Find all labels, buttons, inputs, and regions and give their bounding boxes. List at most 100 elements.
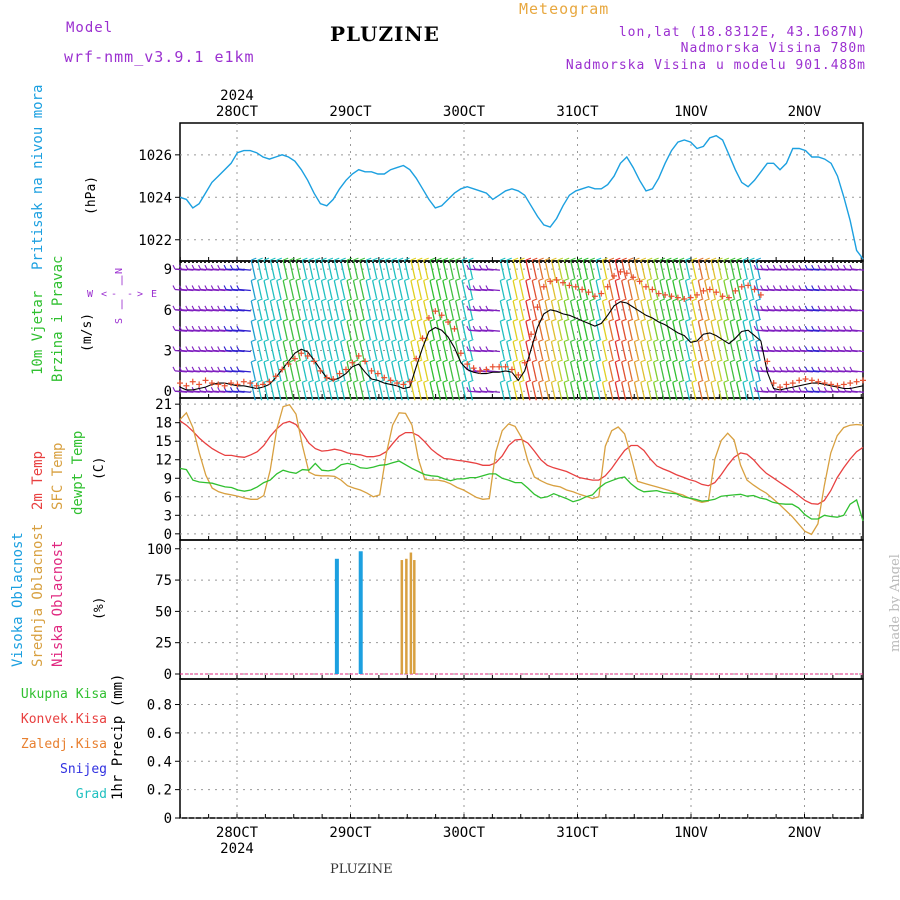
wind-barb bbox=[269, 361, 276, 381]
wind-barb-flag bbox=[634, 298, 640, 302]
wind-barb-flag bbox=[659, 318, 666, 322]
wind-barb-flag bbox=[589, 298, 595, 302]
wind-barb bbox=[320, 341, 327, 360]
wind-barb bbox=[423, 259, 429, 279]
wind-barb bbox=[263, 321, 269, 340]
wind-barb-flag bbox=[302, 359, 308, 363]
wind-barb bbox=[716, 341, 723, 360]
wind-barb-flag bbox=[736, 318, 742, 322]
wind-barb bbox=[282, 341, 288, 360]
wind-barb bbox=[614, 280, 620, 299]
wind-barb-flag bbox=[804, 366, 808, 372]
wind-barb bbox=[710, 361, 716, 381]
wind-barb bbox=[269, 300, 276, 319]
wind-barb-flag bbox=[830, 386, 834, 392]
panel-frame-clouds bbox=[179, 539, 864, 680]
wind-barb-flag bbox=[468, 359, 474, 363]
wind-barb-flag bbox=[461, 318, 468, 322]
wind-barb-flag bbox=[485, 285, 489, 290]
wind-barb-flag bbox=[698, 339, 704, 343]
wind-barb bbox=[327, 341, 333, 360]
wind-barb-flag bbox=[666, 359, 672, 363]
wind-barb bbox=[627, 259, 633, 279]
wind-barb bbox=[723, 341, 729, 360]
wind-barb-flag bbox=[589, 277, 595, 281]
wind-barb-flag bbox=[798, 325, 802, 331]
wind-barb bbox=[697, 259, 703, 279]
y-tick-label: 21 bbox=[155, 397, 172, 413]
wind-barb-flag bbox=[843, 285, 847, 290]
wind-barb bbox=[416, 361, 422, 381]
legend-total-rain: Ukupna Kisa bbox=[20, 687, 107, 702]
wind-barb-flag bbox=[843, 346, 847, 351]
wind-barb-flag bbox=[217, 285, 221, 290]
wind-barb-flag bbox=[551, 257, 557, 261]
wind-barb bbox=[442, 361, 448, 381]
wind-barb-flag bbox=[564, 318, 570, 322]
wind-barb-flag bbox=[391, 379, 397, 383]
wind-barb bbox=[250, 361, 256, 381]
wind-barb bbox=[716, 280, 723, 299]
wind-barb bbox=[365, 341, 371, 360]
wind-barb bbox=[691, 259, 697, 279]
wind-barb-flag bbox=[691, 277, 698, 281]
wind-barb-flag bbox=[621, 257, 627, 261]
wind-barb bbox=[678, 341, 684, 360]
wind-barb-flag bbox=[217, 264, 221, 270]
wind-barb bbox=[569, 280, 576, 299]
wind-barb bbox=[454, 300, 461, 319]
wind-barb bbox=[340, 321, 346, 340]
y-tick-label: 3 bbox=[164, 508, 172, 524]
wind-barb-flag bbox=[397, 359, 404, 363]
wind-barb bbox=[851, 288, 865, 292]
wind-barb bbox=[269, 341, 276, 360]
wind-barb-flag bbox=[647, 379, 653, 383]
wind-barb-flag bbox=[359, 298, 366, 302]
bottom-date-label: 30OCT bbox=[443, 825, 486, 841]
wind-barb-flag bbox=[251, 379, 257, 383]
wind-barb-flag bbox=[366, 257, 372, 261]
wind-barb-flag bbox=[672, 277, 678, 281]
wind-barb-flag bbox=[621, 277, 627, 281]
wind-barb-flag bbox=[710, 277, 717, 281]
wind-barb-flag bbox=[634, 277, 640, 281]
y-tick-label: 0.8 bbox=[147, 698, 172, 714]
wind-barb-flag bbox=[666, 379, 672, 383]
wind-barb-flag bbox=[512, 359, 519, 363]
wind-barb-flag bbox=[257, 359, 263, 363]
wind-barb bbox=[282, 382, 288, 401]
wind-barb-flag bbox=[191, 366, 195, 372]
wind-barb-flag bbox=[353, 257, 359, 261]
wind-barb-flag bbox=[749, 298, 755, 302]
wind-barb-flag bbox=[198, 285, 202, 290]
wind-barb-flag bbox=[282, 257, 289, 261]
y-tick-label: 9 bbox=[164, 471, 172, 487]
wind-barb bbox=[665, 259, 672, 279]
wind-barb bbox=[851, 349, 865, 353]
wind-barb bbox=[429, 382, 435, 401]
wind-barb bbox=[621, 341, 627, 360]
wind-barb-flag bbox=[295, 339, 302, 343]
wind-barb-flag bbox=[282, 298, 289, 302]
wind-barb bbox=[678, 259, 684, 279]
wind-barb bbox=[333, 341, 339, 360]
wind-barb bbox=[652, 382, 659, 401]
wind-barb bbox=[448, 341, 454, 360]
wind-barb-flag bbox=[595, 257, 602, 261]
wind-barb bbox=[576, 280, 582, 299]
wind-barb bbox=[442, 280, 448, 299]
wind-barb-flag bbox=[659, 339, 666, 343]
wind-barb-flag bbox=[236, 346, 240, 351]
wind-barb-flag bbox=[308, 339, 314, 343]
wind-barb bbox=[454, 280, 461, 299]
wind-barb bbox=[320, 382, 327, 401]
y-tick-label: 0.6 bbox=[147, 726, 172, 742]
wind-barb bbox=[518, 321, 525, 340]
wind-barb-flag bbox=[634, 339, 640, 343]
wind-barb bbox=[295, 321, 301, 340]
wind-barb bbox=[569, 361, 576, 381]
wind-barb-flag bbox=[198, 386, 202, 392]
wind-barb bbox=[429, 341, 435, 360]
wind-barb-flag bbox=[653, 339, 659, 343]
wind-barb-flag bbox=[198, 305, 202, 311]
